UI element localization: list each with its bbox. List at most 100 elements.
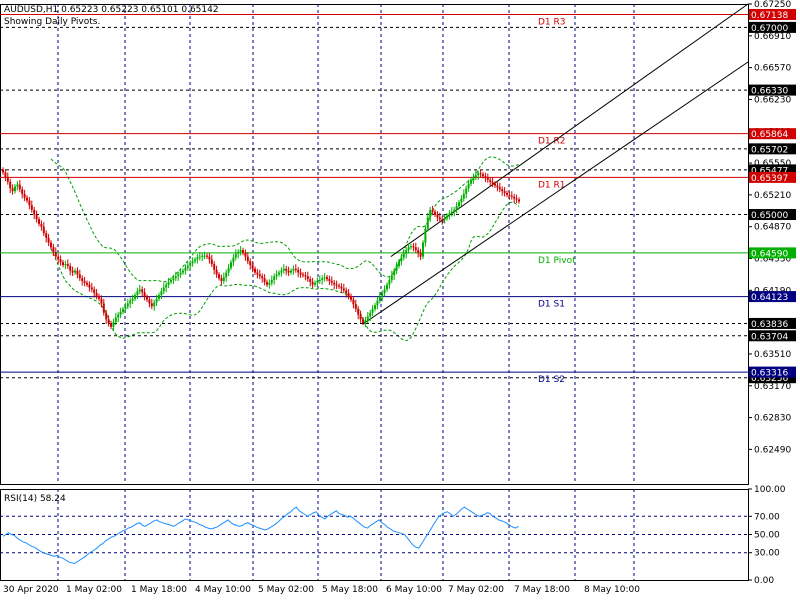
candle-body xyxy=(292,268,295,271)
candle-body xyxy=(256,272,259,275)
candle-body xyxy=(2,169,4,173)
candle-body xyxy=(285,268,288,271)
candle-body xyxy=(460,198,463,203)
candle-body xyxy=(400,257,403,262)
candle-body xyxy=(330,280,333,283)
candle-body xyxy=(11,188,14,192)
time-tick-label: 4 May 10:00 xyxy=(195,585,251,595)
candle-body xyxy=(446,215,448,219)
time-tick-label: 5 May 02:00 xyxy=(258,585,314,595)
candle-body xyxy=(299,272,302,275)
candle-body xyxy=(474,175,477,178)
candle-body xyxy=(352,299,355,305)
price-tick-label: 0.66230 xyxy=(754,95,791,105)
candle-body xyxy=(386,284,388,290)
candle-body xyxy=(194,259,196,262)
candle-body xyxy=(220,278,223,281)
candle-body xyxy=(93,289,96,294)
pivot-tag xyxy=(749,8,796,20)
candle-body xyxy=(462,193,465,199)
candle-body xyxy=(458,202,460,207)
candle-body xyxy=(268,282,271,285)
candle-body xyxy=(510,195,513,197)
candle-body xyxy=(506,193,508,195)
main-frame xyxy=(0,4,749,485)
candle-body xyxy=(57,256,60,260)
candle-body xyxy=(64,264,67,266)
pivot-label: 0.67138 xyxy=(751,11,788,21)
candles-layer xyxy=(2,167,520,331)
candle-body xyxy=(114,317,117,323)
candle-body xyxy=(9,181,12,189)
candle-body xyxy=(122,309,124,312)
candle-body xyxy=(501,189,504,192)
pivot-tag xyxy=(749,171,796,183)
price-tick-label: 0.62490 xyxy=(754,445,791,455)
candle-body xyxy=(412,246,415,248)
pivot-tag xyxy=(749,128,796,140)
candle-body xyxy=(59,259,62,263)
h-level-label: 0.63256 xyxy=(751,374,788,384)
candle-body xyxy=(213,264,216,270)
time-tick-label: 1 May 18:00 xyxy=(131,585,187,595)
candle-body xyxy=(455,206,458,210)
rsi-pane: 100.00 70.00 50.00 30.00 0.00 xyxy=(0,485,786,586)
candle-body xyxy=(287,270,290,273)
candle-body xyxy=(54,251,57,257)
candle-body xyxy=(167,281,170,285)
candle-body xyxy=(30,205,33,210)
pivot-tag xyxy=(749,247,796,259)
candle-body xyxy=(136,291,139,295)
candle-body xyxy=(261,276,264,279)
h-level-tag xyxy=(749,84,796,96)
candle-body xyxy=(414,247,417,251)
candle-body xyxy=(124,306,127,310)
candle-body xyxy=(129,300,132,304)
candle-body xyxy=(170,280,172,282)
h-level-label: 0.63836 xyxy=(751,320,788,330)
candle-body xyxy=(182,270,184,273)
candle-body xyxy=(453,209,456,212)
candle-body xyxy=(477,173,480,176)
candle-body xyxy=(76,270,79,275)
pivot-tag xyxy=(749,291,796,303)
candle-body xyxy=(40,223,43,227)
candle-body xyxy=(52,247,55,252)
candle-body xyxy=(304,275,307,277)
candle-body xyxy=(206,255,208,257)
time-axis: 30 Apr 2020 1 May 02:00 1 May 18:00 4 May 1… xyxy=(3,585,640,595)
pivot-note: Showing Daily Pivots. xyxy=(4,17,100,27)
pivot-name: D1 R1 xyxy=(538,180,566,190)
candle-body xyxy=(338,285,340,287)
candle-body xyxy=(222,277,225,281)
candle-body xyxy=(86,282,88,285)
bands-layer xyxy=(50,156,520,342)
h-level-label: 0.65702 xyxy=(751,145,788,155)
time-tick-label: 5 May 18:00 xyxy=(322,585,378,595)
candle-body xyxy=(141,289,144,293)
candle-body xyxy=(438,217,441,220)
candle-body xyxy=(321,278,324,281)
lower-band xyxy=(50,201,520,342)
symbol-header: AUDUSD,H1 0.65223 0.65223 0.65101 0.6514… xyxy=(4,5,219,15)
candle-body xyxy=(232,257,235,263)
candle-body xyxy=(196,257,199,260)
candle-body xyxy=(251,265,254,269)
candle-body xyxy=(491,181,494,184)
rsi-tick-label: 30.00 xyxy=(754,549,780,559)
candle-body xyxy=(280,270,283,273)
pivot-label: 0.64123 xyxy=(751,293,788,303)
candle-body xyxy=(410,246,412,248)
price-tick-label: 0.67250 xyxy=(754,0,791,10)
candle-body xyxy=(225,272,228,278)
candle-body xyxy=(153,302,156,307)
candle-body xyxy=(201,255,204,257)
candle-body xyxy=(28,200,31,206)
rsi-tick-label: 70.00 xyxy=(754,512,780,522)
candle-body xyxy=(112,322,115,327)
candle-body xyxy=(230,262,232,268)
price-tick-label: 0.65550 xyxy=(754,159,791,169)
candle-body xyxy=(69,265,72,271)
